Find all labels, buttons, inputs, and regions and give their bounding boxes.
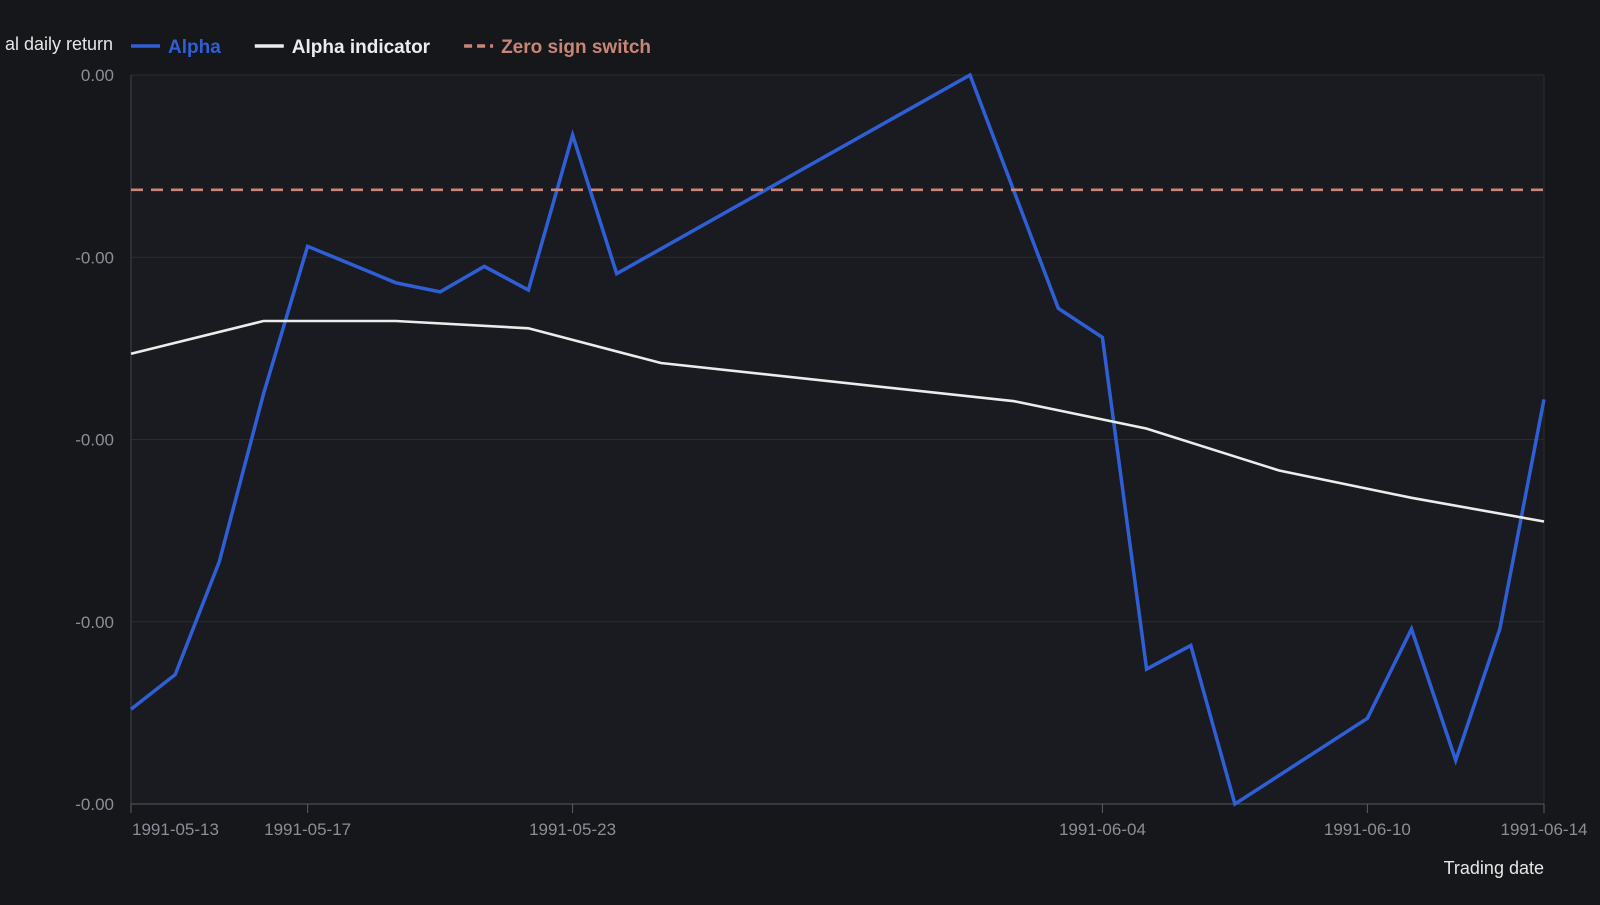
- x-tick-label: 1991-05-23: [529, 820, 616, 839]
- x-tick-label: 1991-06-14: [1501, 820, 1588, 839]
- x-tick-label: 1991-05-17: [264, 820, 351, 839]
- grid-lines: [131, 74, 1545, 805]
- x-tick-label: 1991-06-04: [1059, 820, 1146, 839]
- y-tick-label: 0.00: [81, 66, 114, 85]
- legend: Alpha Alpha indicator Zero sign switch: [131, 37, 651, 58]
- axes: 0.00 -0.00 -0.00 -0.00 -0.00 1991-05-13 1991-0…: [5, 34, 1588, 878]
- x-tick-label: 1991-05-13: [132, 820, 219, 839]
- y-axis-title: al daily return: [5, 34, 113, 54]
- series-line-alpha-indicator: [130, 319, 1545, 523]
- y-tick-label: -0.00: [75, 613, 114, 632]
- y-tick-label: -0.00: [75, 431, 114, 450]
- x-axis-title: Trading date: [1444, 858, 1544, 878]
- series-line-alpha: [129, 72, 1546, 807]
- y-tick-label: -0.00: [75, 248, 114, 267]
- legend-label-zero-sign-switch: Zero sign switch: [501, 37, 651, 58]
- series-layer: [129, 72, 1546, 807]
- y-tick-label: -0.00: [75, 795, 114, 814]
- legend-label-alpha: Alpha: [168, 37, 221, 58]
- x-tick-label: 1991-06-10: [1324, 820, 1411, 839]
- legend-label-alpha-indicator: Alpha indicator: [292, 37, 431, 58]
